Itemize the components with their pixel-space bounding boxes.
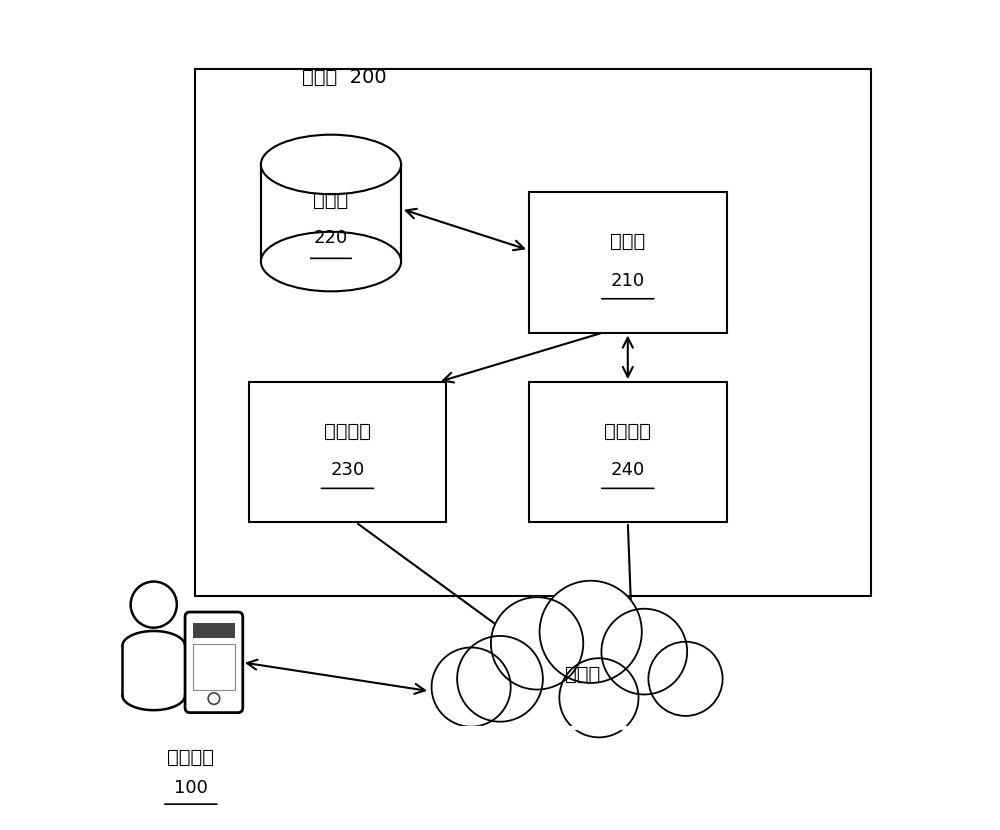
FancyBboxPatch shape (261, 164, 401, 261)
Text: 220: 220 (314, 229, 348, 247)
FancyBboxPatch shape (529, 382, 727, 522)
Text: 互联网: 互联网 (565, 665, 600, 684)
FancyBboxPatch shape (185, 612, 243, 713)
Text: 230: 230 (330, 461, 365, 479)
Circle shape (648, 642, 723, 716)
Text: 存储器: 存储器 (313, 191, 349, 210)
Circle shape (432, 647, 511, 726)
Circle shape (601, 608, 687, 695)
Circle shape (491, 598, 583, 690)
FancyBboxPatch shape (529, 193, 727, 333)
FancyBboxPatch shape (193, 644, 235, 690)
Text: 输入设备: 输入设备 (324, 422, 371, 441)
Text: 处理器: 处理器 (610, 232, 645, 251)
Text: 240: 240 (611, 461, 645, 479)
Circle shape (540, 581, 642, 683)
FancyBboxPatch shape (430, 681, 735, 742)
FancyBboxPatch shape (193, 622, 235, 637)
Circle shape (559, 658, 639, 737)
Text: 210: 210 (611, 271, 645, 290)
Text: 输出设备: 输出设备 (604, 422, 651, 441)
Circle shape (457, 636, 543, 722)
FancyBboxPatch shape (195, 69, 871, 597)
Ellipse shape (261, 232, 401, 291)
Text: 100: 100 (174, 779, 208, 797)
FancyBboxPatch shape (249, 382, 446, 522)
Text: 服务器  200: 服务器 200 (302, 67, 387, 86)
Ellipse shape (261, 134, 401, 194)
Text: 用户终端: 用户终端 (167, 748, 214, 767)
